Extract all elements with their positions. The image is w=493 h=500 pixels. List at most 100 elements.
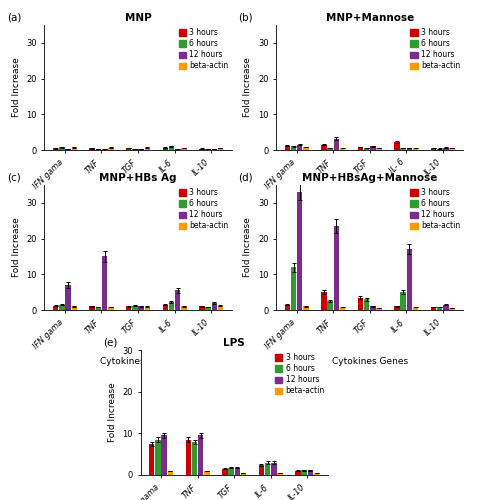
Bar — [334, 138, 339, 150]
Bar — [155, 440, 161, 475]
Bar — [370, 146, 376, 150]
Bar — [169, 146, 174, 150]
Bar — [65, 285, 71, 310]
Bar — [71, 148, 77, 150]
Bar — [198, 436, 204, 475]
Bar — [303, 306, 309, 310]
Bar — [192, 442, 197, 475]
Bar — [181, 148, 187, 150]
Bar — [161, 436, 167, 475]
Bar — [259, 464, 264, 475]
Bar — [443, 304, 449, 310]
Bar — [169, 302, 174, 310]
Y-axis label: Fold Increase: Fold Increase — [243, 58, 252, 118]
Bar — [297, 144, 303, 150]
Bar — [199, 148, 205, 150]
Bar — [222, 469, 228, 475]
Bar — [358, 298, 363, 310]
Bar — [400, 148, 406, 150]
Bar — [126, 148, 132, 150]
X-axis label: Cytokines Genes: Cytokines Genes — [100, 356, 176, 366]
Text: (b): (b) — [239, 12, 253, 22]
Bar — [65, 149, 71, 150]
Bar — [265, 462, 270, 475]
Bar — [358, 147, 363, 150]
Bar — [340, 307, 345, 310]
Bar — [413, 307, 419, 310]
Bar — [108, 307, 113, 310]
Bar — [89, 148, 95, 150]
Bar — [364, 148, 369, 150]
Bar — [437, 307, 443, 310]
Title: MNP+Mannose: MNP+Mannose — [325, 13, 414, 23]
Bar — [340, 148, 345, 150]
Bar — [431, 148, 436, 150]
Bar — [376, 308, 382, 310]
Bar — [205, 307, 211, 310]
X-axis label: Cytokines Genes: Cytokines Genes — [100, 196, 176, 205]
Bar — [321, 292, 327, 310]
Title: MNP+HBs Ag: MNP+HBs Ag — [99, 173, 177, 183]
Bar — [96, 149, 101, 150]
Text: (e): (e) — [103, 338, 117, 347]
Text: (d): (d) — [239, 172, 253, 182]
Legend: 3 hours, 6 hours, 12 hours, beta-actin: 3 hours, 6 hours, 12 hours, beta-actin — [409, 26, 462, 72]
Title: MNP+HBsAg+Mannose: MNP+HBsAg+Mannose — [302, 173, 437, 183]
Bar — [450, 148, 455, 150]
Bar — [400, 292, 406, 310]
Bar — [334, 226, 339, 310]
X-axis label: Cytokines Genes: Cytokines Genes — [332, 196, 408, 205]
Bar — [163, 148, 168, 150]
Bar — [291, 146, 296, 150]
Bar — [235, 468, 240, 475]
Bar — [163, 304, 168, 310]
Bar — [376, 148, 382, 150]
Bar — [108, 148, 113, 150]
Text: (c): (c) — [7, 172, 21, 182]
Bar — [204, 471, 210, 475]
Bar — [144, 307, 150, 310]
Bar — [303, 147, 309, 150]
Bar — [168, 471, 173, 475]
Bar — [301, 470, 307, 475]
Y-axis label: Fold Increase: Fold Increase — [11, 58, 21, 118]
Bar — [271, 462, 277, 475]
Bar — [181, 306, 187, 310]
Y-axis label: Fold Increase: Fold Increase — [107, 382, 117, 442]
Bar — [132, 306, 138, 310]
Bar — [53, 306, 58, 310]
Bar — [407, 148, 412, 150]
Bar — [102, 256, 107, 310]
Bar — [218, 306, 223, 310]
Bar — [218, 148, 223, 150]
Bar — [394, 142, 400, 150]
Bar — [211, 303, 217, 310]
Bar — [277, 473, 283, 475]
Bar — [96, 307, 101, 310]
Bar — [199, 306, 205, 310]
Bar — [437, 148, 443, 150]
Bar — [149, 444, 154, 475]
Bar — [144, 148, 150, 150]
Bar — [59, 147, 65, 150]
Legend: 3 hours, 6 hours, 12 hours, beta-actin: 3 hours, 6 hours, 12 hours, beta-actin — [177, 26, 230, 72]
Bar — [89, 306, 95, 310]
Bar — [228, 468, 234, 475]
Bar — [443, 148, 449, 150]
Title: MNP: MNP — [125, 13, 151, 23]
Bar — [364, 300, 369, 310]
Legend: 3 hours, 6 hours, 12 hours, beta-actin: 3 hours, 6 hours, 12 hours, beta-actin — [177, 186, 230, 232]
Bar — [53, 148, 58, 150]
Bar — [295, 471, 301, 475]
Title: LPS: LPS — [223, 338, 245, 348]
Bar — [394, 306, 400, 310]
Bar — [321, 144, 327, 150]
Bar — [297, 192, 303, 310]
Bar — [185, 440, 191, 475]
Bar — [291, 267, 296, 310]
Bar — [431, 307, 436, 310]
Bar — [370, 306, 376, 310]
Bar — [450, 308, 455, 310]
Bar — [413, 148, 419, 150]
Legend: 3 hours, 6 hours, 12 hours, beta-actin: 3 hours, 6 hours, 12 hours, beta-actin — [409, 186, 462, 232]
